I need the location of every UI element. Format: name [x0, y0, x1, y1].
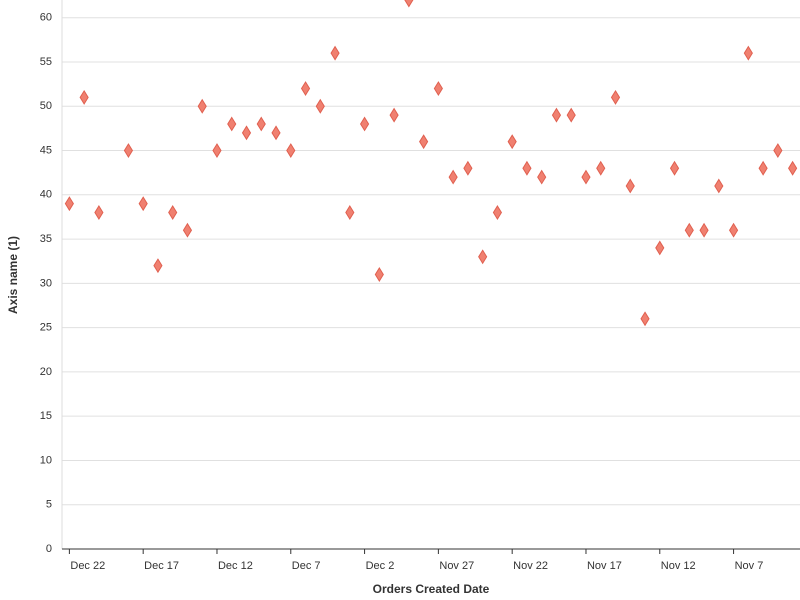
y-tick-label: 5 [46, 499, 52, 511]
point [566, 107, 576, 123]
point [492, 205, 503, 220]
point [478, 249, 488, 265]
point [138, 196, 148, 212]
point [551, 107, 562, 123]
y-tick-label: 45 [40, 144, 52, 156]
x-tick-label: Dec 7 [292, 560, 321, 572]
y-tick-label: 55 [40, 56, 52, 68]
point [699, 222, 709, 238]
point [714, 178, 724, 194]
point [463, 160, 473, 176]
point [419, 134, 429, 150]
point [153, 258, 163, 274]
x-tick-label: Dec 2 [366, 560, 395, 572]
point [522, 160, 532, 176]
x-tick-label: Dec 17 [144, 560, 179, 572]
point [330, 45, 340, 61]
point [79, 89, 89, 105]
y-tick-label: 30 [40, 277, 52, 289]
point [758, 160, 768, 176]
y-tick-label: 15 [40, 410, 52, 422]
point [728, 222, 739, 238]
point [596, 160, 606, 176]
x-tick-label: Nov 7 [735, 560, 764, 572]
point [123, 143, 134, 158]
y-tick-label: 60 [40, 12, 52, 24]
point [537, 169, 547, 185]
point [345, 205, 355, 220]
point [64, 196, 74, 212]
point [610, 89, 621, 105]
point [448, 169, 458, 185]
y-tick-label: 20 [40, 366, 52, 378]
point [168, 205, 178, 220]
y-tick-label: 50 [40, 100, 52, 112]
point [625, 178, 635, 194]
point [389, 107, 399, 123]
point [300, 81, 311, 97]
point [404, 0, 414, 8]
y-tick-label: 25 [40, 322, 52, 334]
x-tick-label: Dec 22 [70, 560, 105, 572]
point [182, 222, 193, 238]
point [507, 134, 517, 150]
point [581, 169, 591, 185]
point [227, 116, 237, 132]
y-tick-label: 10 [40, 454, 52, 466]
point [94, 205, 104, 220]
point [286, 143, 296, 158]
y-axis-title: Axis name (1) [6, 236, 20, 314]
x-tick-label: Nov 17 [587, 560, 622, 572]
point [256, 116, 266, 132]
x-tick-label: Nov 22 [513, 560, 548, 572]
point [359, 116, 370, 132]
point [197, 98, 207, 114]
x-tick-label: Nov 27 [439, 560, 474, 572]
point [684, 222, 694, 238]
point [669, 160, 680, 176]
point [773, 143, 783, 158]
point [374, 267, 384, 282]
point [655, 240, 665, 256]
point [315, 98, 325, 114]
point [212, 143, 222, 158]
point [433, 81, 443, 97]
y-tick-label: 0 [46, 543, 52, 555]
point [743, 45, 753, 61]
x-axis-title: Orders Created Date [373, 582, 490, 596]
point [271, 125, 281, 141]
point [241, 125, 252, 141]
x-tick-label: Dec 12 [218, 560, 253, 572]
point [640, 311, 650, 327]
point [788, 160, 798, 176]
y-tick-label: 40 [40, 189, 52, 201]
x-tick-label: Nov 12 [661, 560, 696, 572]
y-tick-label: 35 [40, 233, 52, 245]
